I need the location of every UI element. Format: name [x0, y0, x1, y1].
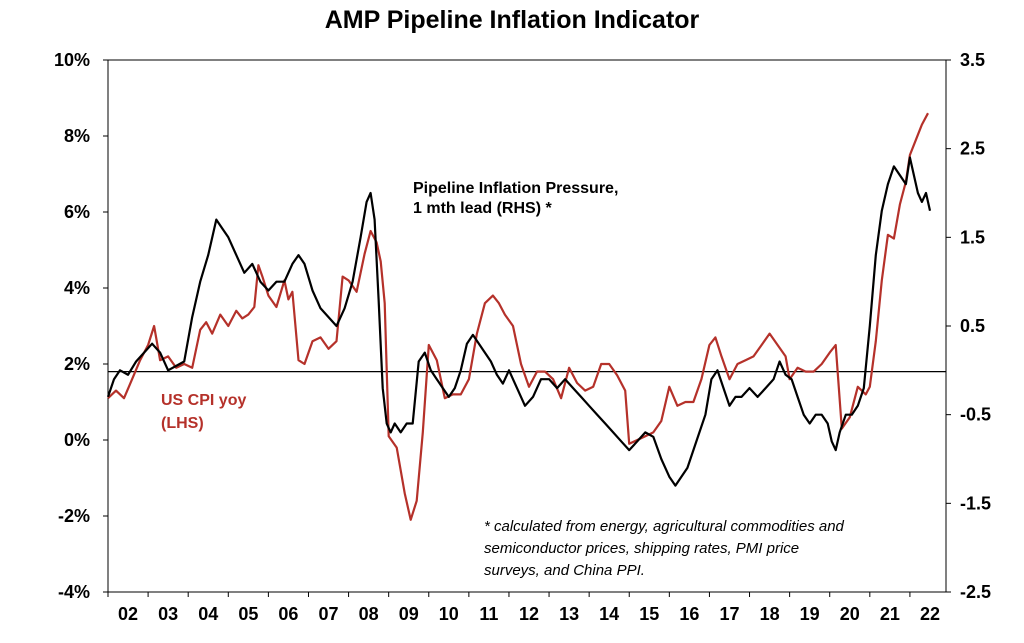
chart-axes: 10% 8% 6% 4% 2% 0% -2% -4% 3.5 2.5 1.5 0.5 -0.5 -1.5 -…	[54, 50, 991, 624]
y-right-tick-label: 0.5	[960, 316, 985, 336]
y-left-tick-label: 0%	[64, 430, 90, 450]
y-left-tick-label: -4%	[58, 582, 90, 602]
chart-labels: Pipeline Inflation Pressure, 1 mth lead (…	[161, 180, 845, 579]
x-tick-label: 03	[158, 604, 178, 624]
y-left-tick-label: 10%	[54, 50, 90, 70]
x-tick-label: 10	[439, 604, 459, 624]
y-left-tick-label: -2%	[58, 506, 90, 526]
y-right-tick-label: -2.5	[960, 582, 991, 602]
y-right-tick-label: -1.5	[960, 493, 991, 513]
y-left-tick-label: 6%	[64, 202, 90, 222]
x-tick-label: 05	[238, 604, 258, 624]
y-left-tick-label: 2%	[64, 354, 90, 374]
x-tick-label: 04	[198, 604, 218, 624]
chart-series	[106, 112, 932, 521]
series-line-pipeline	[106, 156, 932, 487]
series-line-cpi	[107, 112, 929, 521]
pipeline-series-label: Pipeline Inflation Pressure,	[413, 180, 618, 197]
y-right-tick-label: 3.5	[960, 50, 985, 70]
x-tick-label: 15	[639, 604, 659, 624]
footnote: surveys, and China PPI.	[484, 562, 645, 579]
x-tick-label: 11	[479, 604, 498, 624]
x-tick-label: 13	[559, 604, 579, 624]
plot-frame	[107, 59, 947, 593]
y-right-tick-label: 1.5	[960, 227, 985, 247]
y-left-tick-label: 8%	[64, 126, 90, 146]
x-tick-label: 21	[880, 604, 900, 624]
pipeline-series-label: 1 mth lead (RHS) *	[413, 200, 552, 217]
chart-title: AMP Pipeline Inflation Indicator	[324, 6, 700, 34]
x-tick-label: 06	[278, 604, 298, 624]
y-right-tick-label: -0.5	[960, 405, 991, 425]
x-tick-label: 08	[359, 604, 379, 624]
x-tick-label: 09	[399, 604, 419, 624]
x-tick-label: 18	[760, 604, 780, 624]
x-tick-label: 14	[599, 604, 619, 624]
x-tick-label: 19	[800, 604, 820, 624]
footnote: * calculated from energy, agricultural c…	[484, 518, 845, 535]
x-tick-label: 20	[840, 604, 860, 624]
footnote: semiconductor prices, shipping rates, PM…	[484, 540, 799, 557]
x-tick-label: 12	[519, 604, 539, 624]
x-tick-label: 07	[319, 604, 339, 624]
y-right-tick-label: 2.5	[960, 139, 985, 159]
x-tick-label: 16	[679, 604, 699, 624]
x-tick-label: 22	[920, 604, 940, 624]
cpi-series-label: US CPI yoy	[161, 392, 246, 409]
x-tick-label: 17	[719, 604, 739, 624]
y-left-tick-label: 4%	[64, 278, 90, 298]
x-tick-label: 02	[118, 604, 138, 624]
cpi-series-label: (LHS)	[161, 415, 204, 432]
